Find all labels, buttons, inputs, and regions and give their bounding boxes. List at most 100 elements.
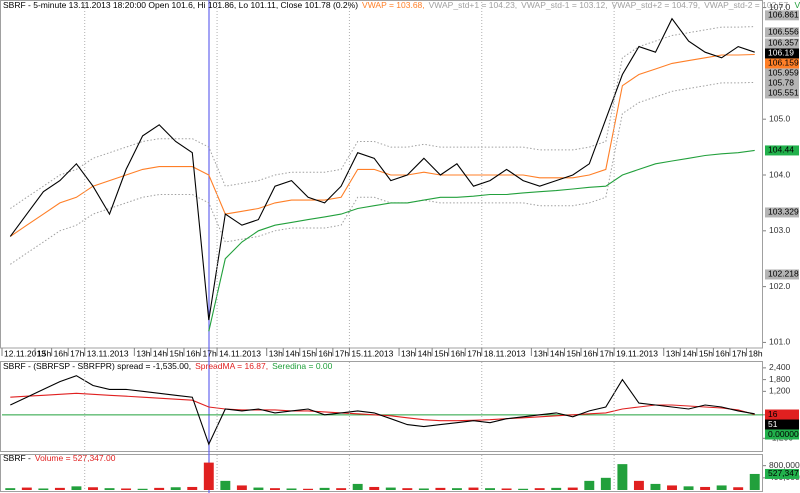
volume-bar (501, 488, 512, 490)
volume-bar (633, 480, 644, 490)
x-tick-label: 17h (467, 348, 481, 358)
volume-bar (385, 487, 396, 490)
value-tag (765, 207, 799, 218)
volume-bar (352, 483, 363, 490)
x-tick-label: 18.11.2013 (484, 348, 526, 358)
series-line (10, 81, 755, 265)
value-tag (765, 419, 799, 430)
volume-bar (154, 487, 165, 490)
x-tick-label: 16h (54, 348, 68, 358)
series-line (10, 375, 755, 446)
header-item: SBRF - 5-minute 13.11.2013 18:20:00 Open… (3, 0, 358, 10)
volume-bar (203, 462, 214, 490)
header-item: SBRF - (SBRFSP - SBRFPR) spread = -1,535… (3, 361, 191, 371)
panel-header: SBRF - 5-minute 13.11.2013 18:20:00 Open… (3, 0, 800, 10)
volume-bar (451, 488, 462, 490)
value-tag-label: 105.78 (768, 78, 794, 88)
volume-bar (485, 488, 495, 490)
volume-bar (319, 487, 330, 490)
value-tag (765, 38, 799, 49)
header-item: VWAP_std-1 = 103.12, (521, 0, 607, 10)
x-tick-label: 15h (37, 348, 51, 358)
value-tag-label: 103.329 (768, 207, 799, 217)
panel-header: SBRF - Volume = 527,347.00 (3, 453, 116, 463)
volume-bar (418, 488, 429, 490)
x-tick-label: 15h (566, 348, 580, 358)
x-tick-label: 16h (186, 348, 200, 358)
volume-bar (733, 487, 744, 490)
y-tick-label: 104.0 (769, 169, 791, 179)
volume-bar (220, 480, 231, 490)
x-tick-label: 13.11.2013 (87, 348, 129, 358)
x-tick-label: 17h (732, 348, 746, 358)
volume-bar (38, 488, 49, 490)
volume-bar (104, 488, 115, 490)
spread-panel-frame (0, 361, 763, 452)
volume-bar (303, 488, 314, 490)
volume-bar (567, 487, 578, 490)
header-item: Seredina = 0.00 (272, 361, 333, 371)
price-panel-frame (0, 0, 763, 349)
volume-bar (336, 488, 347, 490)
value-tag-label: 104.44 (768, 145, 794, 155)
volume-bar (534, 488, 545, 490)
series-line (9, 17, 755, 321)
value-tag-label: 106.357 (768, 38, 799, 48)
x-tick-label: 14.11.2013 (219, 348, 261, 358)
x-tick-label: 15h (434, 348, 448, 358)
x-tick-label: 14h (682, 348, 696, 358)
volume-bar (435, 487, 446, 490)
series-line (10, 26, 755, 209)
value-tag (765, 68, 799, 79)
value-tag (765, 429, 799, 440)
volume-bar (749, 473, 760, 490)
y-tick-label: 103.0 (769, 225, 791, 235)
y-tick-label: 107.0 (769, 2, 791, 12)
x-tick-label: 14h (418, 348, 432, 358)
value-tag (765, 468, 799, 479)
volume-bar (170, 487, 181, 490)
volume-bar (700, 486, 711, 490)
volume-bar (468, 487, 479, 490)
x-tick-label: 17h (70, 348, 84, 358)
y-tick-label: 2,400 (769, 362, 791, 372)
x-tick-label: 12.11.2013 (4, 348, 46, 358)
value-tag-label: 106.556 (768, 27, 799, 37)
value-tag-label: 105.959 (768, 68, 799, 78)
x-tick-label: 13h (666, 348, 680, 358)
panel-header: SBRF - (SBRFSP - SBRFPR) spread = -1,535… (3, 361, 333, 371)
x-tick-label: 15h (302, 348, 316, 358)
volume-bar (5, 488, 16, 490)
y-tick-label: 102.0 (769, 281, 791, 291)
volume-bar (369, 486, 380, 490)
value-tag (765, 27, 799, 38)
x-tick-label: 13h (136, 348, 150, 358)
volume-bar (518, 488, 529, 490)
x-tick-label: 15h (169, 348, 183, 358)
volume-bar (253, 487, 264, 490)
value-tag (765, 10, 799, 21)
value-tag (765, 78, 799, 89)
y-tick-label: 1,800 (769, 374, 791, 384)
x-tick-label: 16h (583, 348, 597, 358)
volume-bar (683, 486, 694, 490)
y-tick-label: 800,000 (769, 460, 800, 470)
value-tag (765, 145, 799, 156)
x-tick-label: 13h (401, 348, 415, 358)
x-tick-label: 17h (203, 348, 217, 358)
series-line (9, 53, 755, 237)
header-item: VWAP_std+1 = 104.23, (429, 0, 518, 10)
value-tag (765, 409, 799, 420)
volume-bar (286, 488, 297, 490)
volume-bar (54, 487, 65, 490)
value-tag (765, 88, 799, 99)
value-tag (765, 58, 799, 69)
x-tick-label: 13h (269, 348, 283, 358)
header-item: VWAP = 101.59, (794, 0, 800, 10)
volume-panel-frame (0, 454, 763, 492)
volume-bar (551, 487, 562, 490)
value-tag (765, 48, 799, 59)
value-tag-label: 106.19 (768, 48, 794, 58)
x-tick-label: 16h (318, 348, 332, 358)
